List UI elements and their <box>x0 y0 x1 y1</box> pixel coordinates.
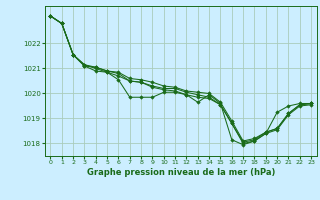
X-axis label: Graphe pression niveau de la mer (hPa): Graphe pression niveau de la mer (hPa) <box>87 168 275 177</box>
